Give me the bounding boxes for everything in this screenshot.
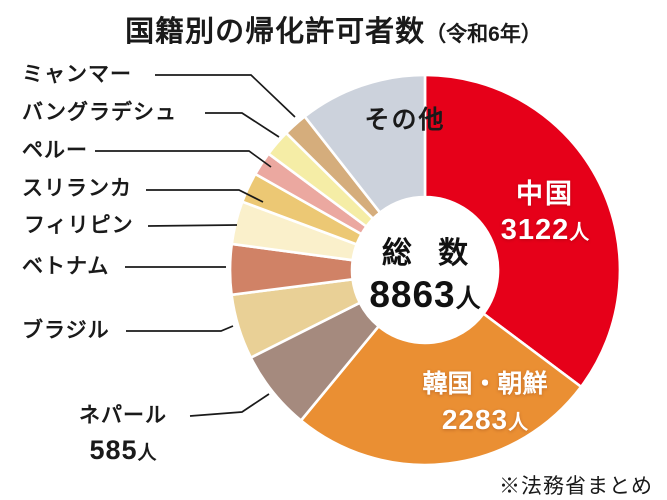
leader-line-nepal xyxy=(189,393,270,417)
center-total: 総 数 8863人 xyxy=(345,228,505,316)
callout-korea: 韓国・朝鮮 2283人 xyxy=(400,364,570,436)
pie-slice-1 xyxy=(299,312,583,467)
leader-line-bangladesh xyxy=(205,112,280,138)
callout-korea-value: 2283人 xyxy=(400,404,570,436)
label-bangladesh: バングラデシュ xyxy=(22,101,178,124)
callout-others-name: その他 xyxy=(364,106,446,134)
leader-line-myanmar xyxy=(155,74,296,118)
leader-lines xyxy=(95,74,296,417)
leader-line-philippines xyxy=(147,224,238,227)
chart-title-main: 国籍別の帰化許可者数 xyxy=(125,16,426,48)
leader-line-srilanka xyxy=(146,189,264,203)
label-nepal-name: ネパール xyxy=(79,404,167,427)
center-total-label: 総 数 xyxy=(381,237,478,270)
label-nepal: ネパール 585人 xyxy=(58,399,188,466)
callout-china-value: 3122人 xyxy=(465,214,625,247)
label-vietnam: ベトナム xyxy=(22,255,110,278)
nepal-value-number: 585 xyxy=(89,435,138,465)
callout-china: 中国 3122人 xyxy=(465,172,625,247)
callout-china-name: 中国 xyxy=(516,179,574,209)
china-value-unit: 人 xyxy=(569,222,590,244)
korea-value-number: 2283 xyxy=(441,404,509,435)
label-myanmar: ミャンマー xyxy=(22,63,132,86)
center-total-unit: 人 xyxy=(455,285,481,313)
source-note: ※法務省まとめ xyxy=(499,474,653,498)
callout-korea-name: 韓国・朝鮮 xyxy=(422,370,548,398)
pie-slice-0 xyxy=(423,73,622,389)
leader-line-brazil xyxy=(126,325,234,332)
leader-line-peru xyxy=(95,150,272,168)
chart-title-era-note: （令和6年） xyxy=(425,23,542,46)
callout-others: その他 xyxy=(345,100,465,136)
label-srilanka: スリランカ xyxy=(22,177,132,200)
nepal-value-unit: 人 xyxy=(137,443,157,464)
label-peru: ペルー xyxy=(22,139,88,162)
label-philippines: フィリピン xyxy=(24,214,134,237)
pie-slice-10 xyxy=(303,73,427,214)
center-total-value: 8863人 xyxy=(345,274,505,316)
label-nepal-value: 585人 xyxy=(58,435,188,466)
korea-value-unit: 人 xyxy=(508,412,529,434)
pie-slices xyxy=(228,73,622,467)
china-value-number: 3122 xyxy=(500,214,570,246)
label-brazil: ブラジル xyxy=(22,319,110,342)
chart-title: 国籍別の帰化許可者数 （令和6年） xyxy=(0,8,667,50)
center-total-number: 8863 xyxy=(369,274,456,315)
